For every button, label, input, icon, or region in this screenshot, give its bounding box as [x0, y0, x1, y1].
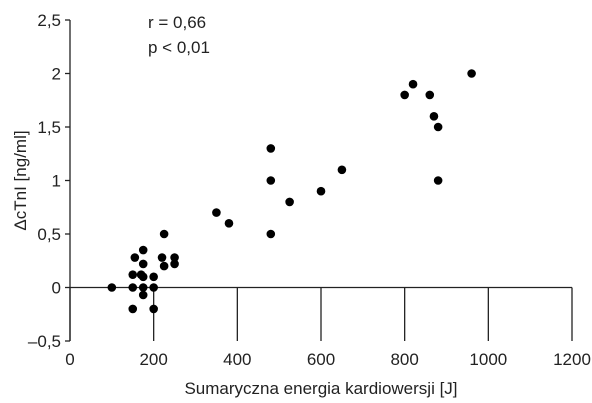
data-point: [212, 208, 221, 217]
data-point: [425, 90, 435, 100]
y-axis-title: ΔcTnI [ng/ml]: [11, 130, 30, 230]
data-point: [128, 270, 138, 279]
data-point: [316, 186, 326, 196]
data-point: [266, 229, 276, 239]
data-point: [159, 229, 169, 239]
y-tick-label: 0,5: [37, 225, 61, 244]
data-point: [128, 304, 138, 314]
data-point: [170, 259, 179, 269]
x-axis-ticks: 0 200 400 600 800 1000 1200: [65, 287, 591, 369]
data-point: [157, 253, 167, 262]
data-point: [159, 261, 169, 271]
data-point: [433, 122, 443, 132]
y-axis-ticks: –0,5 0 0,5 1 1,5 2 2,5: [28, 11, 70, 351]
data-point: [467, 69, 476, 78]
data-point: [138, 290, 148, 300]
y-tick-label: 2: [52, 65, 61, 84]
x-tick-label: 0: [65, 350, 74, 369]
x-tick-label: 600: [307, 350, 335, 369]
data-point: [337, 165, 347, 175]
x-axis-title: Sumaryczna energia kardiowersji [J]: [184, 379, 457, 398]
data-point: [433, 176, 443, 185]
x-tick-label: 200: [139, 350, 167, 369]
data-point: [408, 79, 418, 89]
y-tick-label: –0,5: [28, 332, 61, 351]
data-point: [266, 176, 276, 185]
x-tick-label: 800: [390, 350, 418, 369]
x-tick-label: 1200: [553, 350, 591, 369]
data-point: [149, 304, 158, 314]
data-point: [224, 219, 234, 228]
data-point: [138, 259, 148, 269]
correlation-annotation: r = 0,66: [148, 13, 206, 32]
data-point: [400, 90, 409, 100]
p-value-annotation: p < 0,01: [148, 38, 210, 57]
y-tick-label: 1,5: [37, 118, 61, 137]
data-point: [138, 272, 148, 282]
x-tick-label: 400: [223, 350, 251, 369]
data-point: [266, 144, 276, 153]
data-point: [128, 283, 138, 292]
data-point: [107, 283, 117, 292]
data-point: [149, 283, 158, 292]
data-point: [429, 112, 439, 121]
data-point: [138, 283, 148, 292]
data-point: [285, 197, 294, 207]
annotations: r = 0,66 p < 0,01: [148, 13, 210, 57]
x-tick-label: 1000: [469, 350, 507, 369]
data-point: [138, 245, 148, 255]
data-points: [107, 69, 476, 314]
y-tick-label: 1: [52, 172, 61, 191]
data-point: [170, 253, 179, 262]
y-tick-label: 0: [52, 279, 61, 298]
y-tick-label: 2,5: [37, 11, 61, 30]
data-point: [149, 272, 158, 282]
data-point: [130, 253, 140, 262]
